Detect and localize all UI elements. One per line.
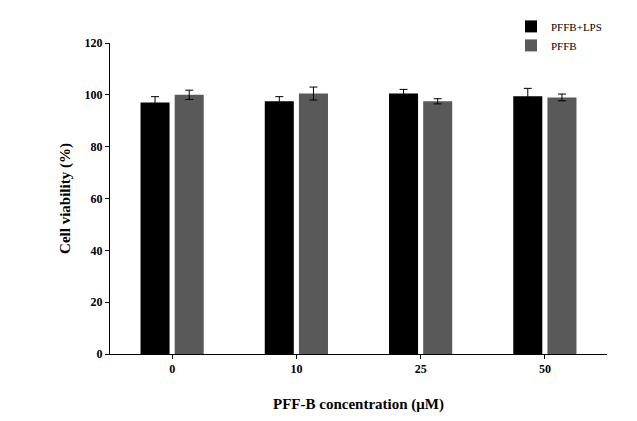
svg-text:PFFB: PFFB (551, 40, 577, 52)
svg-text:PFF-B concentration (μM): PFF-B concentration (μM) (273, 396, 444, 413)
svg-text:0: 0 (97, 347, 103, 361)
svg-text:PFFB+LPS: PFFB+LPS (551, 21, 602, 33)
svg-text:25: 25 (415, 362, 427, 376)
svg-text:50: 50 (539, 362, 551, 376)
svg-text:100: 100 (85, 88, 103, 102)
svg-text:0: 0 (169, 362, 175, 376)
svg-text:10: 10 (290, 362, 302, 376)
svg-text:20: 20 (91, 295, 103, 309)
svg-text:Cell viability (%): Cell viability (%) (57, 143, 74, 254)
svg-text:80: 80 (91, 140, 103, 154)
svg-text:120: 120 (85, 36, 103, 50)
svg-text:60: 60 (91, 192, 103, 206)
svg-text:40: 40 (91, 244, 103, 258)
